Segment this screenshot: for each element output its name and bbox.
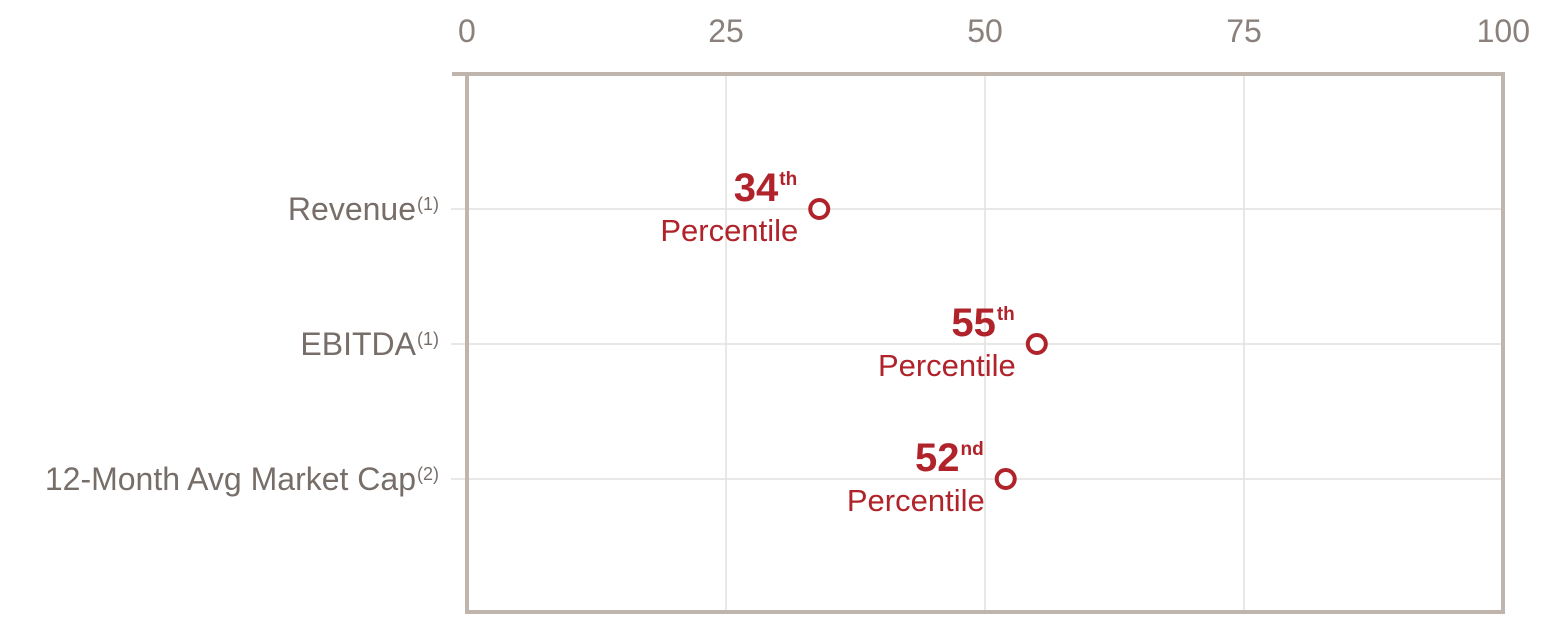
- percentile-rank-suffix: th: [779, 169, 797, 190]
- percentile-rank-label: 34th: [734, 166, 797, 210]
- category-label: 12-Month Avg Market Cap(2): [45, 461, 439, 497]
- data-point-marker: [1025, 333, 1048, 355]
- x-tick-label-75: 75: [1226, 13, 1262, 49]
- gridlines: [451, 74, 1503, 612]
- data-point-marker: [994, 468, 1017, 490]
- category-label: Revenue(1): [288, 191, 439, 227]
- percentile-rank-suffix: nd: [961, 439, 984, 460]
- data-point-marker: [808, 198, 831, 220]
- x-tick-label-50: 50: [967, 13, 1003, 49]
- data-points: 34thPercentile55thPercentile52ndPercenti…: [660, 166, 1048, 518]
- x-tick-label-0: 0: [458, 13, 476, 49]
- x-tick-label-100: 100: [1477, 13, 1530, 49]
- category-footnote: (1): [417, 329, 439, 349]
- percentile-rank-label: 52nd: [915, 436, 984, 480]
- x-tick-label-25: 25: [708, 13, 744, 49]
- category-label: EBITDA(1): [300, 326, 439, 362]
- percentile-rank-label: 55th: [951, 301, 1014, 345]
- category-footnote: (2): [417, 464, 439, 484]
- plot-frame: [452, 72, 1505, 614]
- x-axis-ticks: 0 25 50 75 100: [458, 13, 1530, 49]
- percentile-rank-suffix: th: [997, 304, 1015, 325]
- category-footnote: (1): [417, 194, 439, 214]
- percentile-word-label: Percentile: [847, 483, 985, 518]
- percentile-word-label: Percentile: [660, 213, 798, 248]
- percentile-word-label: Percentile: [878, 348, 1016, 383]
- category-labels: Revenue(1) EBITDA(1) 12-Month Avg Market C…: [45, 191, 439, 497]
